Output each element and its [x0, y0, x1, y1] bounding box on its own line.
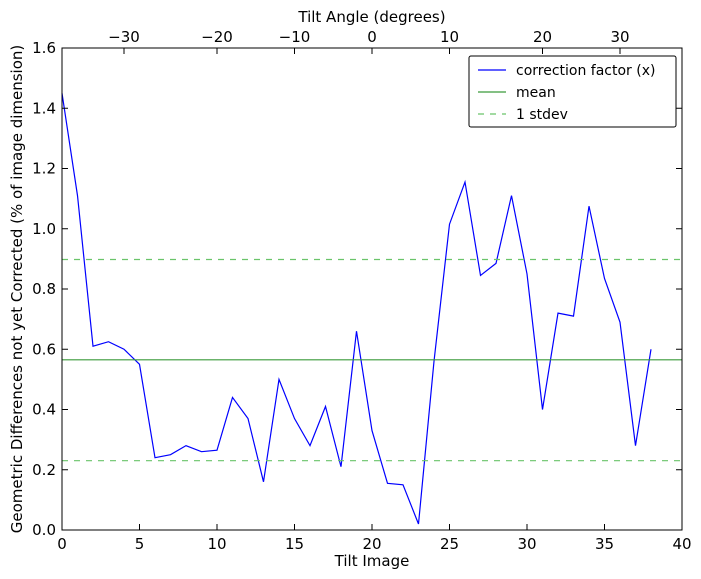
x-tick-label: 25	[440, 535, 459, 553]
series-layer	[61, 93, 682, 525]
y-tick-label: 1.2	[32, 160, 56, 178]
legend-items: correction factor (x) mean 1 stdev	[478, 63, 655, 123]
x-tick-label: 40	[672, 535, 691, 553]
y-tick-label: 0.4	[32, 401, 56, 419]
tick-layer: 0 5 10 15 20 25 30 35 40 0.0 0.2 0.4 0.6 0.8 1.0 1.2 1.4…	[32, 28, 691, 553]
top-tick-label: 0	[367, 28, 377, 46]
x-tick-label: 20	[362, 535, 381, 553]
x-axis-label: Tilt Image	[334, 552, 410, 570]
x-tick-label: 10	[207, 535, 226, 553]
y-tick-label: 0.2	[32, 461, 56, 479]
y-tick-label: 1.4	[32, 99, 56, 117]
x-tick-label: 35	[595, 535, 614, 553]
y-tick-label: 0.0	[32, 521, 56, 539]
y-axis-label: Geometric Differences not yet Corrected …	[8, 45, 26, 534]
x-tick-label: 0	[57, 535, 67, 553]
series-line-0	[61, 93, 652, 525]
x-tick-label: 15	[285, 535, 304, 553]
top-tick-label: 30	[610, 28, 629, 46]
legend-label: mean	[516, 85, 556, 101]
top-tick-label: 20	[533, 28, 552, 46]
top-tick-label: −30	[108, 28, 140, 46]
x-tick-label: 5	[135, 535, 145, 553]
x-tick-label: 30	[517, 535, 536, 553]
legend-label: 1 stdev	[516, 107, 568, 123]
y-tick-label: 0.8	[32, 280, 56, 298]
top-axis-label: Tilt Angle (degrees)	[297, 8, 445, 26]
y-tick-label: 1.6	[32, 39, 56, 57]
y-tick-label: 1.0	[32, 220, 56, 238]
legend-box	[468, 55, 677, 128]
legend-label: correction factor (x)	[516, 63, 655, 79]
legend: correction factor (x) mean 1 stdev	[468, 55, 677, 128]
top-tick-label: 10	[440, 28, 459, 46]
top-tick-label: −10	[279, 28, 311, 46]
y-tick-label: 0.6	[32, 340, 56, 358]
top-tick-label: −20	[201, 28, 233, 46]
